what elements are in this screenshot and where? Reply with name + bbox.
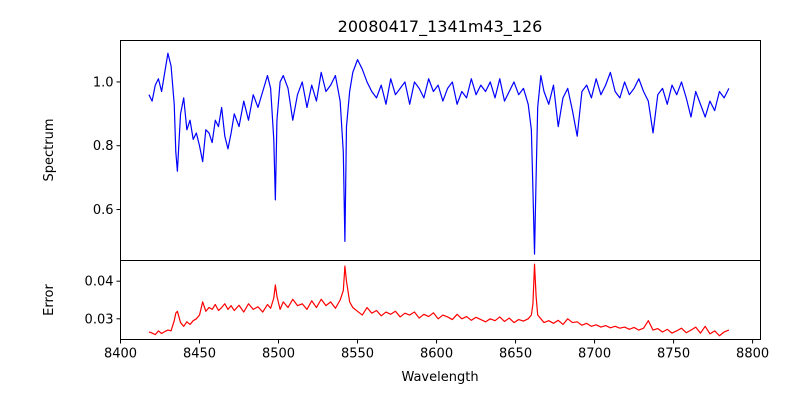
xtick-label: 8450 [183, 347, 216, 362]
spectrum-ylabel: Spectrum [42, 119, 57, 182]
xtick-label: 8500 [262, 347, 295, 362]
xtick-label: 8400 [104, 347, 137, 362]
xtick-label: 8600 [420, 347, 453, 362]
spectrum-axes-frame [120, 40, 761, 261]
error-ticks: 0.03 0.04 8400 8450 8500 8550 8600 8650 8700 8750… [85, 275, 770, 362]
error-series-group [148, 263, 730, 337]
spectrum-series-line-0 [148, 52, 730, 255]
error-series-line-0 [148, 263, 730, 337]
xtick-label: 8700 [578, 347, 611, 362]
error-ylabel: Error [42, 284, 57, 316]
error-ytick-label: 0.04 [85, 275, 114, 290]
error-axes-frame [120, 260, 761, 340]
xtick-label: 8650 [499, 347, 532, 362]
spectrum-ytick-label: 0.8 [93, 139, 114, 154]
xtick-label: 8750 [657, 347, 690, 362]
xtick-label: 8800 [736, 347, 769, 362]
spectrum-ytick-label: 0.6 [93, 203, 114, 218]
xtick-label: 8550 [341, 347, 374, 362]
spectrum-series-group [148, 52, 730, 255]
spectrum-ticks: 0.6 0.8 1.0 [93, 75, 121, 218]
xlabel: Wavelength [401, 370, 478, 385]
chart-title: 20080417_1341m43_126 [338, 17, 543, 37]
error-ytick-label: 0.03 [85, 312, 114, 327]
spectrum-ytick-label: 1.0 [93, 75, 114, 90]
